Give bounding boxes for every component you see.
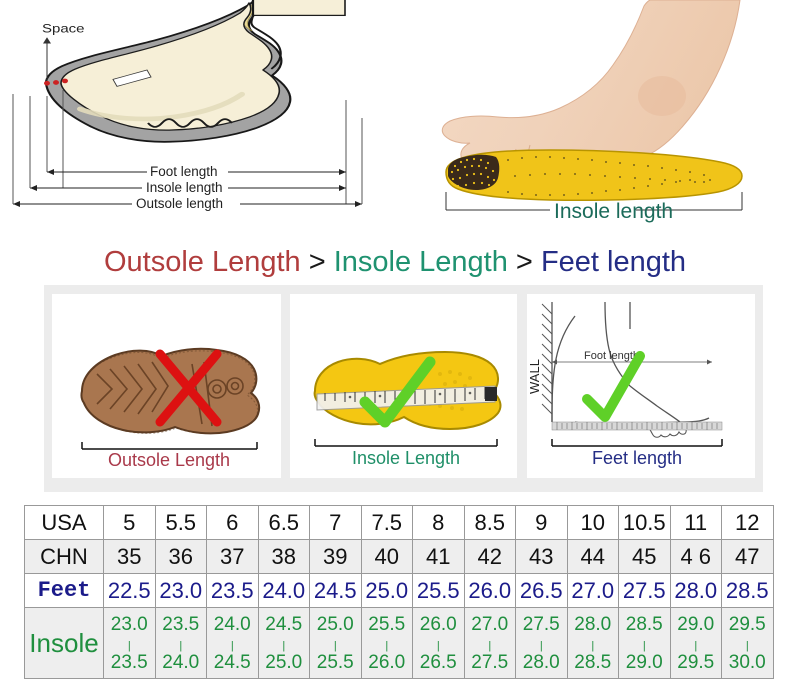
svg-text:Insole length: Insole length: [146, 180, 223, 195]
svg-text:Outsole Length: Outsole Length: [108, 450, 230, 470]
svg-text:WALL: WALL: [527, 359, 542, 394]
svg-text:Foot length: Foot length: [150, 164, 218, 179]
svg-text:Insole length: Insole length: [554, 200, 673, 223]
svg-text:Space: Space: [42, 22, 84, 35]
svg-text:Foot length: Foot length: [584, 350, 639, 362]
svg-text:Feet length: Feet length: [592, 448, 682, 468]
svg-text:Outsole length: Outsole length: [136, 196, 223, 211]
svg-text:Insole Length: Insole Length: [352, 448, 460, 468]
